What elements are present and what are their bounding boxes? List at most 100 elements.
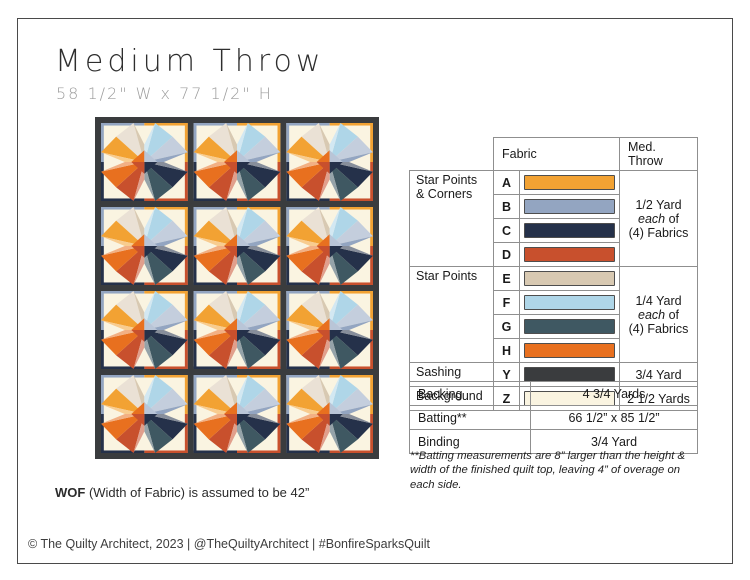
star-point: [193, 136, 237, 162]
fabric-column-header: Fabric: [492, 137, 621, 171]
star-point: [144, 246, 173, 285]
center-triangle: [316, 330, 330, 342]
copyright-footer: © The Quilty Architect, 2023 | @TheQuilt…: [28, 537, 430, 551]
batting-footnote: **Batting measurements are 8” larger tha…: [410, 450, 686, 491]
notions-value: 4 3/4 Yards: [530, 381, 698, 406]
notions-value: 3/4 Yard: [530, 429, 698, 454]
star-point: [286, 304, 330, 330]
star-point: [208, 330, 237, 369]
star-point: [144, 162, 188, 188]
star-point: [101, 304, 145, 330]
fabric-swatch: [524, 223, 616, 238]
fabric-row: Star Points & Corners A 1/2 Yard each of (4)…: [409, 170, 699, 267]
center-triangle: [329, 318, 343, 330]
star-point: [101, 388, 145, 414]
star-point: [144, 207, 173, 246]
star-point: [329, 388, 373, 414]
center-triangle: [224, 402, 237, 414]
fabric-swatch: [524, 271, 616, 286]
yardage-cell: 1/4 Yard each of (4) Fabrics: [619, 266, 699, 363]
quilt-dimensions: 58 1/2" W x 77 1/2" H: [56, 84, 273, 103]
center-triangle: [131, 150, 145, 162]
star-point: [318, 375, 330, 414]
quilt-svg: [95, 117, 379, 459]
notions-row: Batting** 66 1/2” x 85 1/2”: [409, 405, 698, 430]
star-point: [193, 388, 237, 414]
fabric-swatch-cell: [518, 266, 621, 291]
star-point: [237, 414, 248, 453]
center-triangle: [329, 246, 343, 258]
star-point: [329, 330, 358, 369]
star-point: [101, 246, 145, 272]
center-triangle: [329, 150, 343, 162]
fabric-table-header-row: Fabric Med. Throw: [410, 137, 699, 171]
star-point: [329, 330, 373, 356]
center-triangle: [144, 414, 158, 426]
star-point: [226, 246, 237, 285]
center-triangle: [224, 318, 237, 330]
star-point: [144, 414, 173, 453]
header-blank-cell: [410, 138, 494, 171]
star-point: [101, 152, 145, 162]
star-point: [318, 291, 330, 330]
star-point: [144, 162, 156, 201]
star-point: [329, 162, 358, 201]
star-point: [133, 330, 145, 369]
star-point: [116, 207, 145, 246]
star-point: [237, 330, 248, 369]
star-point: [116, 246, 145, 285]
center-triangle: [316, 318, 330, 330]
yardage-line: each of: [638, 211, 680, 226]
fabric-requirements-table: Fabric Med. Throw Star Points & Corners A 1/…: [409, 137, 699, 411]
star-point: [193, 330, 237, 356]
star-point: [226, 414, 237, 453]
fabric-swatch-cell: [518, 242, 621, 267]
wof-note-text: (Width of Fabric) is assumed to be 42”: [85, 485, 310, 500]
star-point: [208, 246, 237, 285]
star-point: [329, 207, 358, 246]
center-triangle: [144, 330, 158, 342]
star-point: [193, 304, 237, 330]
star-point: [144, 246, 188, 272]
backing-batting-binding-table: Backing 4 3/4 Yards Batting** 66 1/2” x 85 …: [409, 381, 698, 454]
star-point: [226, 123, 237, 162]
star-point: [193, 246, 237, 272]
notions-row: Backing 4 3/4 Yards: [409, 381, 698, 406]
center-triangle: [316, 150, 330, 162]
star-point: [133, 291, 145, 330]
star-point: [237, 136, 281, 162]
star-point: [144, 330, 188, 356]
star-point: [329, 414, 358, 453]
fabric-swatch: [524, 343, 616, 358]
star-point: [133, 414, 145, 453]
star-point: [329, 246, 373, 272]
star-point: [318, 162, 330, 201]
star-point: [144, 123, 173, 162]
center-triangle: [329, 234, 343, 246]
fabric-letter: E: [493, 266, 520, 291]
center-triangle: [144, 162, 158, 174]
star-point: [237, 162, 266, 201]
star-point: [133, 375, 145, 414]
center-triangle: [131, 162, 145, 174]
star-point: [237, 388, 281, 414]
star-point: [116, 162, 145, 201]
star-point: [101, 220, 145, 246]
center-triangle: [237, 246, 250, 258]
star-point: [101, 236, 145, 246]
star-point: [144, 330, 173, 369]
star-point: [329, 123, 358, 162]
star-point: [144, 330, 156, 369]
center-triangle: [144, 246, 158, 258]
star-point: [286, 220, 330, 246]
center-triangle: [316, 414, 330, 426]
center-triangle: [144, 318, 158, 330]
center-triangle: [224, 330, 237, 342]
fabric-swatch-cell: [518, 290, 621, 315]
star-point: [237, 330, 281, 356]
wof-abbrev: WOF: [55, 485, 86, 500]
star-point: [237, 207, 266, 246]
star-point: [193, 220, 237, 246]
fabric-row: G: [410, 314, 698, 339]
star-point: [144, 375, 173, 414]
